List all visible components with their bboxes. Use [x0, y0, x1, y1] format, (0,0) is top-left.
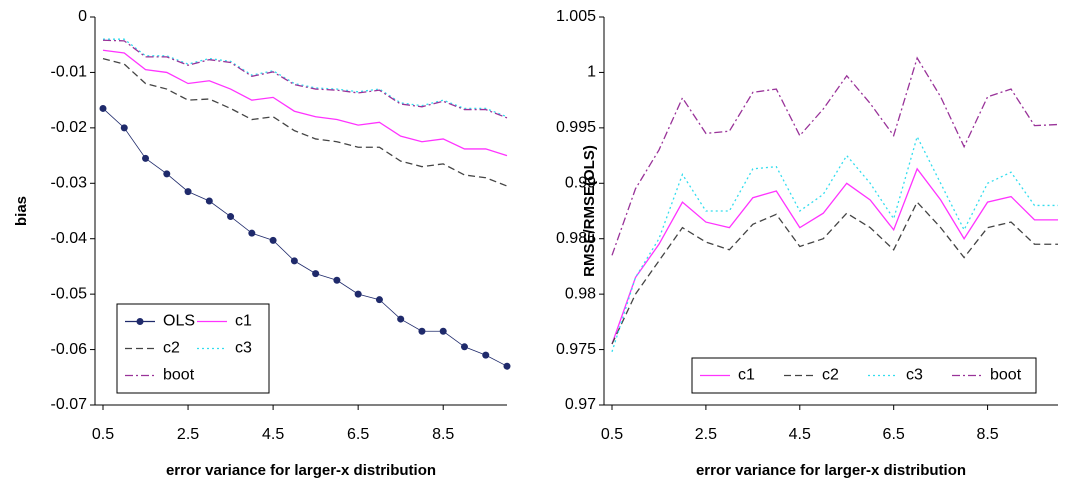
- legend-label: c1: [738, 367, 755, 384]
- y-tick-label: -0.03: [51, 175, 88, 192]
- y-tick-label: 0.975: [556, 341, 596, 358]
- y-axis-title: bias: [13, 196, 30, 226]
- point: [482, 351, 490, 359]
- y-tick-label: 0.985: [556, 230, 596, 247]
- point: [290, 257, 298, 265]
- x-axis-title: error variance for larger-x distribution: [166, 462, 436, 479]
- point: [418, 327, 426, 335]
- y-tick-label: -0.04: [51, 230, 88, 247]
- legend-label: c2: [822, 367, 839, 384]
- x-tick-label: 0.5: [601, 426, 623, 443]
- point: [333, 276, 341, 284]
- y-tick-label: -0.05: [51, 285, 88, 302]
- point: [397, 315, 405, 323]
- point: [269, 236, 277, 244]
- y-tick-label: 0.99: [565, 175, 596, 192]
- y-tick-label: -0.01: [51, 64, 88, 81]
- legend-label: c3: [906, 367, 923, 384]
- x-tick-label: 2.5: [177, 426, 199, 443]
- legend-label: OLS: [163, 313, 195, 330]
- x-tick-label: 8.5: [432, 426, 454, 443]
- y-tick-label: 0.97: [565, 396, 596, 413]
- point: [142, 154, 150, 162]
- x-tick-label: 8.5: [976, 426, 998, 443]
- x-tick-label: 6.5: [347, 426, 369, 443]
- point: [205, 197, 213, 205]
- point: [375, 296, 383, 304]
- chart: 0 -0.01 -0.02 -0.03 -0.04 -0.05 -0.06 -0.070.5 2…: [13, 8, 511, 479]
- point: [439, 327, 447, 335]
- series-line: [103, 38, 508, 118]
- point: [184, 188, 192, 196]
- x-axis-title: error variance for larger-x distribution: [696, 462, 966, 479]
- point: [99, 104, 107, 112]
- series-line: [102, 39, 508, 119]
- legend-label: c1: [235, 313, 252, 330]
- x-tick-label: 0.5: [92, 426, 114, 443]
- legend-box: [691, 357, 1037, 394]
- legend-label: boot: [990, 367, 1022, 384]
- x-tick-label: 4.5: [262, 426, 284, 443]
- point: [248, 229, 256, 237]
- x-tick-label: 6.5: [883, 426, 905, 443]
- series-line: [611, 167, 1058, 345]
- y-tick-label: 1.005: [556, 8, 596, 25]
- point: [460, 343, 468, 351]
- point: [312, 270, 320, 278]
- point: [354, 290, 362, 298]
- y-tick-label: -0.02: [51, 119, 88, 136]
- series-line: [102, 57, 508, 187]
- y-tick-label: 0.995: [556, 119, 596, 136]
- series-line: [102, 49, 508, 157]
- series-line: [611, 134, 1058, 352]
- y-axis-title: RMSE/RMSE(OLS): [581, 145, 598, 277]
- legend-label: c2: [163, 340, 180, 357]
- point: [227, 213, 235, 221]
- legend-label: c3: [235, 340, 252, 357]
- series-line: [611, 56, 1059, 256]
- point: [503, 362, 511, 370]
- series-line: [611, 200, 1058, 345]
- chart: 0.97 0.975 0.98 0.985 0.99 0.995 1 1.005 0.5 2.5 4…: [556, 8, 1059, 479]
- x-tick-label: 4.5: [789, 426, 811, 443]
- y-tick-label: 0: [78, 8, 87, 25]
- legend-marker: [136, 318, 144, 325]
- y-tick-label: 1: [587, 64, 596, 81]
- series-line: [102, 108, 508, 367]
- point: [163, 170, 171, 178]
- y-tick-label: -0.06: [51, 341, 88, 358]
- x-tick-label: 2.5: [695, 426, 717, 443]
- point: [120, 124, 128, 132]
- legend-label: boot: [163, 367, 195, 384]
- y-tick-label: 0.98: [565, 285, 596, 302]
- y-tick-label: -0.07: [51, 396, 88, 413]
